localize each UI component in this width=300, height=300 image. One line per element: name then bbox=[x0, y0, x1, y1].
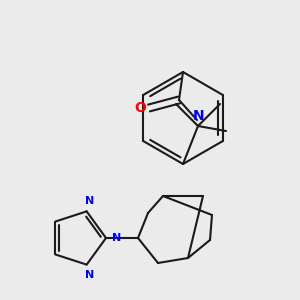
Text: N: N bbox=[85, 270, 95, 280]
Text: N: N bbox=[193, 109, 205, 123]
Text: O: O bbox=[134, 101, 146, 115]
Text: N: N bbox=[85, 196, 95, 206]
Text: N: N bbox=[112, 233, 122, 243]
